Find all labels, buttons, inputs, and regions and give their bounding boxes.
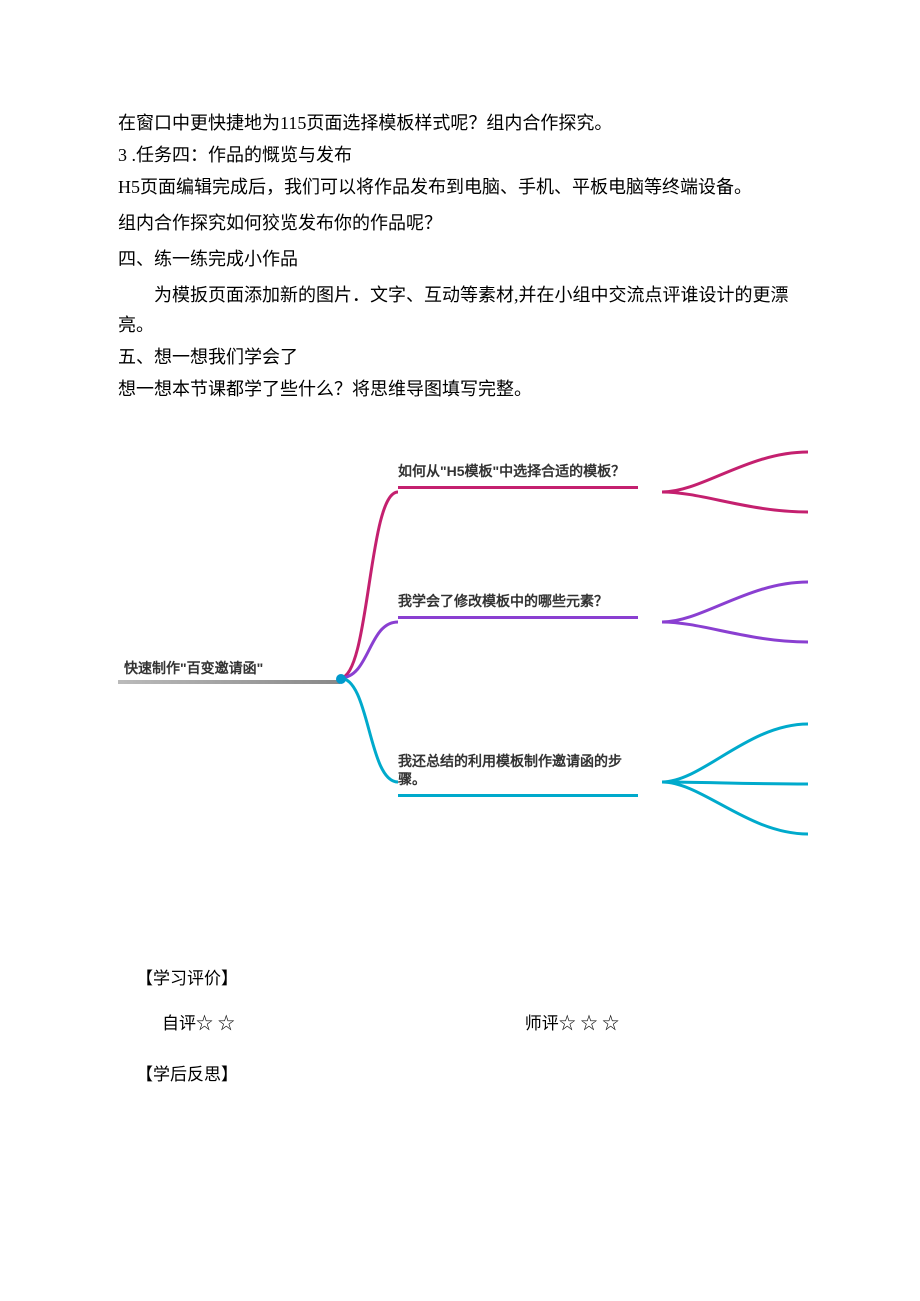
mindmap: 快速制作"百变邀请函" 如何从"H5模板"中选择合适的模板？ 我学会了修改模板中的… bbox=[118, 434, 808, 874]
section-heading: 四、练一练完成小作品 bbox=[118, 244, 810, 274]
task-heading: 3 .任务四：作品的慨览与发布 bbox=[118, 140, 810, 170]
reflection-title: 【学后反思】 bbox=[136, 1060, 810, 1085]
paragraph: 在窗口中更快捷地为115页面选择模板样式呢？组内合作探究。 bbox=[118, 108, 810, 138]
mindmap-branch-label: 如何从"H5模板"中选择合适的模板？ bbox=[398, 462, 638, 489]
section-heading: 五、想一想我们学会了 bbox=[118, 342, 810, 372]
mindmap-root: 快速制作"百变邀请函" bbox=[118, 656, 340, 684]
evaluation-row: 自评☆ ☆ 师评☆ ☆ ☆ bbox=[118, 1009, 810, 1034]
paragraph: 组内合作探究如何狡览发布你的作品呢？ bbox=[118, 208, 810, 238]
mindmap-root-dot bbox=[336, 674, 346, 684]
paragraph: 想一想本节课都学了些什么？将思维导图填写完整。 bbox=[118, 374, 810, 404]
self-evaluation: 自评☆ ☆ bbox=[162, 1009, 235, 1034]
evaluation-title: 【学习评价】 bbox=[136, 964, 810, 989]
mindmap-branch-label: 我学会了修改模板中的哪些元素？ bbox=[398, 592, 638, 619]
teacher-evaluation: 师评☆ ☆ ☆ bbox=[525, 1009, 619, 1034]
evaluation-block: 【学习评价】 自评☆ ☆ 师评☆ ☆ ☆ 【学后反思】 bbox=[0, 964, 920, 1085]
paragraph: H5页面编辑完成后，我们可以将作品发布到电脑、手机、平板电脑等终端设备。 bbox=[118, 172, 810, 202]
mindmap-svg bbox=[118, 434, 808, 874]
paragraph: 为模扳页面添加新的图片．文字、互动等素材,并在小组中交流点评谁设计的更漂亮。 bbox=[118, 280, 810, 340]
mindmap-branch-label: 我还总结的利用模板制作邀请函的步骤。 bbox=[398, 752, 638, 797]
document-content: 在窗口中更快捷地为115页面选择模板样式呢？组内合作探究。 3 .任务四：作品的… bbox=[0, 0, 920, 874]
